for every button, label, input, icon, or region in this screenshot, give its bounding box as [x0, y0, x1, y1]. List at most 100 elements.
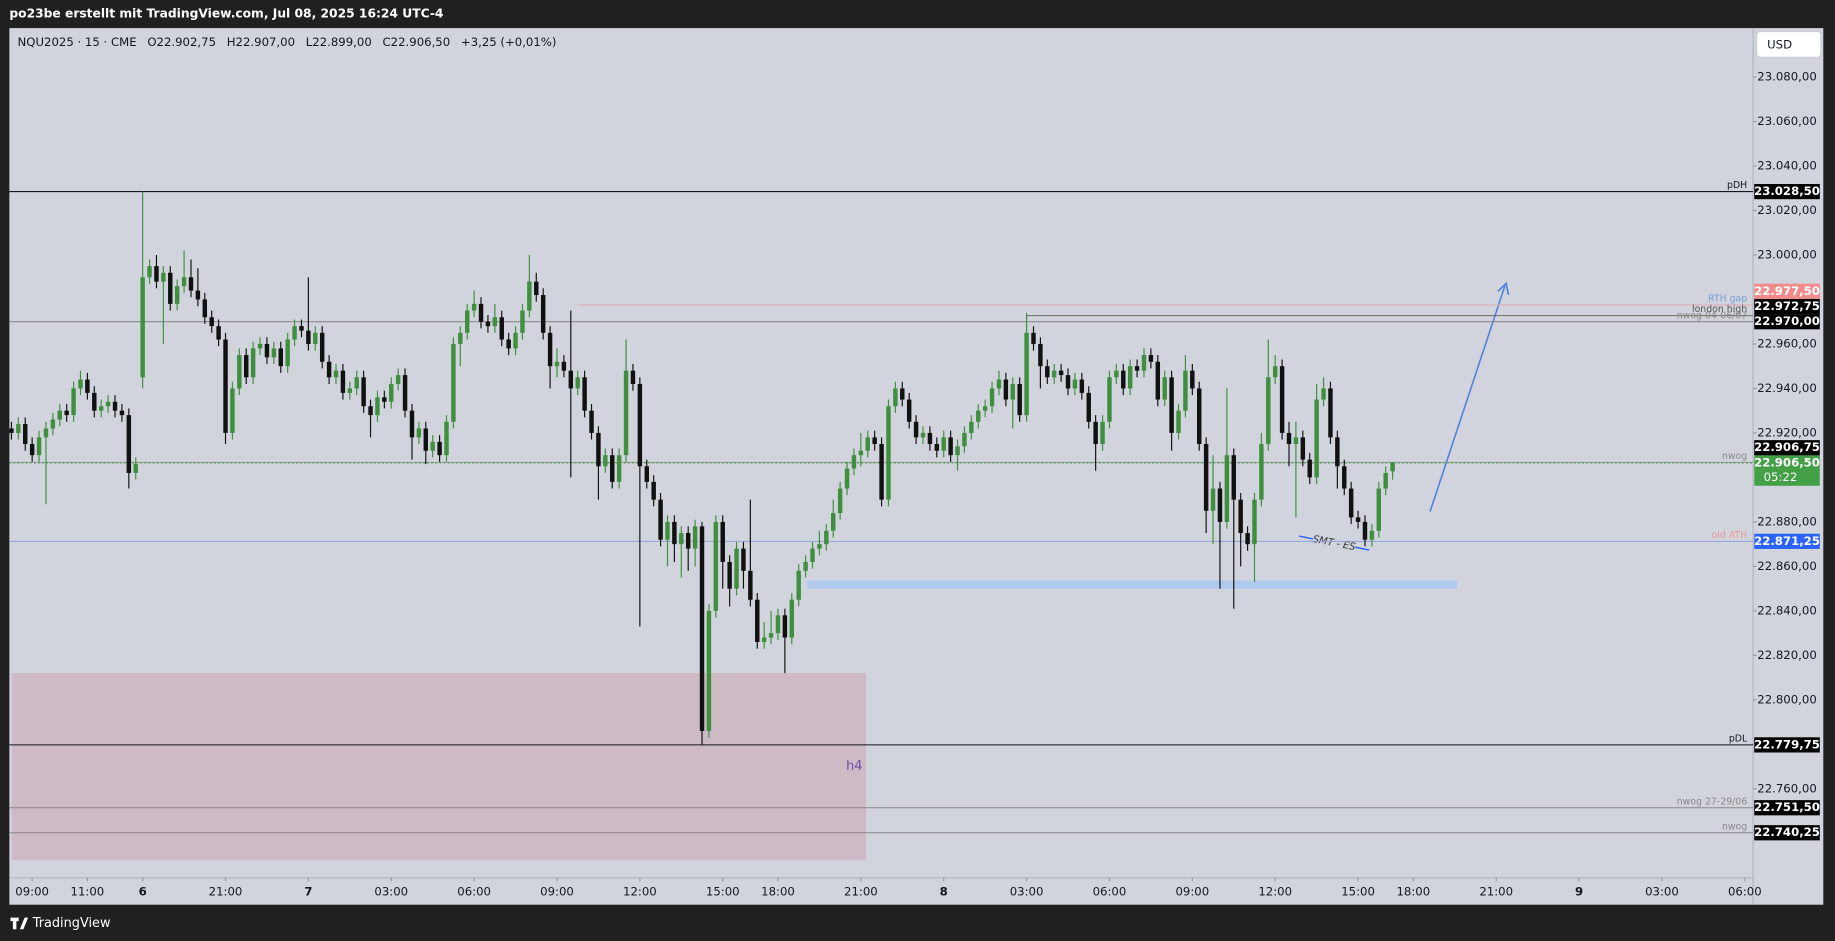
candle-body	[616, 455, 622, 482]
candle-body	[133, 464, 138, 473]
candle-body	[188, 277, 194, 291]
candle-body	[478, 303, 484, 322]
candle-body	[402, 375, 408, 411]
candle-body	[57, 410, 62, 420]
candle-body	[354, 377, 359, 389]
x-tick-label: 6	[139, 884, 147, 898]
y-tick-label: 23.020,00	[1757, 203, 1816, 217]
candle-body	[326, 361, 332, 378]
x-tick-label: 21:00	[844, 884, 878, 898]
candle-body	[250, 348, 256, 378]
candle-body	[540, 295, 546, 333]
candle-body	[837, 488, 843, 514]
candle-body	[1272, 366, 1278, 378]
price-badge-label: 22.906,50	[1754, 455, 1820, 469]
price-badge-label: 22.740,25	[1754, 825, 1820, 839]
candle-body	[485, 321, 491, 327]
y-tick-label: 23.000,00	[1757, 247, 1816, 261]
y-tick-label: 22.860,00	[1757, 559, 1816, 573]
x-tick-label: 06:00	[1093, 884, 1127, 898]
candle-body	[244, 355, 249, 378]
candle-body	[1348, 488, 1354, 518]
candle-body	[741, 548, 746, 571]
candle-body	[851, 455, 857, 469]
candle-body	[499, 317, 504, 340]
candle-body	[1003, 379, 1009, 400]
candle-body	[23, 424, 28, 445]
candle-body	[1293, 437, 1299, 445]
candle-body	[409, 410, 415, 438]
candle-body	[313, 332, 318, 344]
candle-body	[451, 343, 456, 422]
candle-body	[623, 370, 629, 456]
candle-body	[831, 513, 836, 531]
candle-body	[561, 361, 567, 371]
y-tick-label: 22.840,00	[1757, 603, 1816, 617]
x-tick-label: 06:00	[1728, 884, 1762, 898]
level-name: nwog	[1722, 451, 1747, 462]
candle-body	[271, 348, 277, 358]
x-tick-label: 15:00	[706, 884, 740, 898]
candle-body	[195, 290, 201, 300]
candle-body	[1307, 459, 1312, 478]
candle-body	[92, 392, 97, 411]
legend-high: H22.907,00	[227, 35, 295, 49]
candle-body	[858, 450, 864, 456]
candle-body	[444, 421, 449, 456]
zone-label: h4	[846, 759, 862, 774]
candle-body	[1390, 462, 1395, 472]
header-title: po23be erstellt mit TradingView.com, Jul…	[9, 7, 443, 21]
candle-body	[596, 432, 601, 467]
candle-body	[209, 317, 214, 327]
candle-body	[506, 339, 511, 349]
y-tick-label: 22.800,00	[1757, 692, 1816, 706]
candle-body	[900, 388, 905, 400]
brand-logo	[10, 917, 29, 930]
x-tick-label: 09:00	[1175, 884, 1209, 898]
y-tick-label: 23.040,00	[1757, 159, 1816, 173]
y-tick-label: 22.820,00	[1757, 648, 1816, 662]
candle-body	[920, 432, 926, 438]
candle-body	[306, 330, 311, 344]
candle-body	[527, 281, 532, 311]
candle-body	[748, 570, 753, 600]
candle-body	[361, 377, 366, 407]
candle-body	[161, 272, 166, 282]
candle-body	[1155, 361, 1161, 400]
brand-name: TradingView	[32, 916, 111, 931]
candle-body	[658, 499, 663, 540]
candle-body	[1141, 355, 1147, 371]
candle-body	[1107, 377, 1112, 422]
x-tick-label: 09:00	[15, 884, 49, 898]
candle-body	[755, 599, 760, 643]
candle-body	[140, 277, 145, 378]
candle-body	[1169, 377, 1174, 433]
candle-body	[237, 355, 242, 389]
symbol: NQU2025 · 15 · CME	[18, 35, 137, 49]
candle-body	[1203, 444, 1209, 511]
support-zone	[807, 580, 1457, 589]
legend-low: L22.899,00	[306, 35, 372, 49]
candle-body	[437, 441, 442, 456]
currency-button[interactable]	[1756, 31, 1822, 58]
candle-body	[610, 455, 615, 482]
candle-body	[534, 281, 539, 296]
candle-body	[1217, 488, 1223, 522]
candle-body	[582, 377, 587, 411]
candle-body	[796, 570, 801, 600]
currency-label[interactable]: USD	[1767, 38, 1792, 52]
candle-body	[257, 343, 263, 349]
candle-body	[844, 468, 850, 489]
candle-body	[119, 410, 125, 416]
candle-body	[651, 481, 656, 500]
candle-body	[1286, 432, 1292, 445]
candle-body	[1190, 370, 1195, 389]
candle-body	[112, 401, 118, 411]
candle-body	[458, 332, 463, 344]
candle-body	[1266, 377, 1271, 445]
candle-body	[1335, 437, 1340, 467]
y-tick-label: 23.060,00	[1757, 114, 1816, 128]
candle-body	[147, 266, 152, 278]
candle-body	[927, 432, 933, 445]
y-tick-label: 23.080,00	[1757, 70, 1816, 84]
